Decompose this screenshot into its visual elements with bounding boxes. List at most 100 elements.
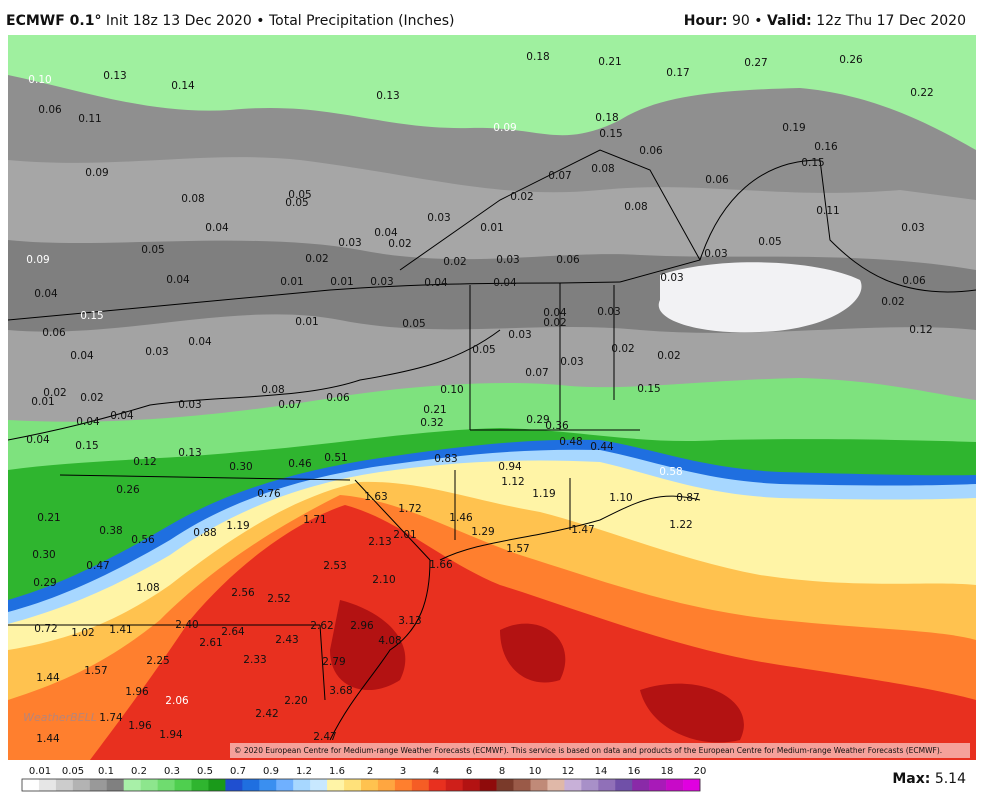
precip-value-label: 0.15 bbox=[599, 128, 622, 140]
colorbar-label: 1.2 bbox=[296, 766, 312, 777]
precip-value-label: 0.05 bbox=[141, 244, 164, 256]
precip-value-label: 1.57 bbox=[506, 543, 529, 555]
precip-value-label: 1.94 bbox=[159, 729, 183, 741]
precip-value-label: 0.04 bbox=[26, 434, 50, 446]
precip-value-label: 0.03 bbox=[660, 272, 683, 284]
precip-value-label: 0.06 bbox=[556, 254, 580, 266]
precip-value-label: 0.02 bbox=[305, 253, 328, 265]
precip-value-label: 0.04 bbox=[110, 410, 134, 422]
value-labels: 0.10 0.13 0.14 0.13 0.18 0.21 0.17 0.27 0.26 0.22… bbox=[26, 51, 933, 745]
precip-value-label: 2.52 bbox=[267, 593, 290, 605]
colorbar-label: 0.1 bbox=[98, 766, 114, 777]
precip-value-label: 0.02 bbox=[388, 238, 411, 250]
borders bbox=[8, 149, 976, 741]
precip-value-label: 0.58 bbox=[659, 466, 682, 478]
colorbar-cell bbox=[581, 779, 599, 791]
precip-value-label: 0.07 bbox=[548, 170, 571, 182]
precip-value-label: 2.96 bbox=[350, 620, 374, 632]
colorbar-frame bbox=[21, 778, 701, 792]
precip-value-label: 1.96 bbox=[128, 720, 152, 732]
precip-value-label: 2.62 bbox=[310, 620, 333, 632]
precip-value-label: 0.06 bbox=[705, 174, 729, 186]
colorbar-cell bbox=[361, 779, 379, 791]
separator: • bbox=[256, 13, 264, 29]
precip-value-label: 0.08 bbox=[591, 163, 614, 175]
precip-value-label: 0.05 bbox=[285, 197, 308, 209]
precip-value-label: 0.21 bbox=[37, 512, 60, 524]
colorbar-cell bbox=[276, 779, 294, 791]
colorbar-cell bbox=[344, 779, 362, 791]
precip-value-label: 0.02 bbox=[510, 191, 533, 203]
precip-value-label: 2.43 bbox=[275, 634, 298, 646]
title-header: ECMWF 0.1° Init 18z 13 Dec 2020 • Total … bbox=[6, 13, 454, 29]
precip-value-label: 2.42 bbox=[255, 708, 278, 720]
precip-value-label: 0.02 bbox=[881, 296, 904, 308]
colorbar-cell bbox=[140, 779, 158, 791]
precip-value-label: 0.04 bbox=[70, 350, 94, 362]
precip-value-label: 0.04 bbox=[188, 336, 212, 348]
precip-value-label: 0.03 bbox=[597, 306, 620, 318]
colorbar-cell bbox=[38, 779, 57, 791]
colorbar-cell bbox=[632, 779, 650, 791]
colorbar-cell bbox=[157, 779, 175, 791]
precip-value-label: 1.12 bbox=[501, 476, 524, 488]
colorbar-cell bbox=[293, 779, 311, 791]
colorbar-label: 8 bbox=[499, 766, 505, 777]
precip-value-label: 2.56 bbox=[231, 587, 255, 599]
valid-header: Hour: 90 • Valid: 12z Thu 17 Dec 2020 bbox=[684, 13, 966, 29]
precip-value-label: 0.13 bbox=[103, 70, 126, 82]
watermark: WeatherBELL bbox=[23, 711, 97, 724]
precip-value-label: 0.03 bbox=[427, 212, 450, 224]
precip-value-label: 0.06 bbox=[902, 275, 926, 287]
precip-value-label: 0.12 bbox=[909, 324, 932, 336]
valid-label: Valid: bbox=[767, 13, 812, 29]
precip-value-label: 0.01 bbox=[480, 222, 503, 234]
precip-value-label: 0.08 bbox=[624, 201, 647, 213]
precip-value-label: 1.44 bbox=[36, 672, 60, 684]
colorbar-cell bbox=[72, 779, 91, 791]
colorbar-label: 0.3 bbox=[164, 766, 180, 777]
precip-value-label: 2.64 bbox=[221, 626, 245, 638]
precip-value-label: 0.04 bbox=[76, 416, 100, 428]
colorbar: 0.01 0.05 0.1 0.2 0.3 0.5 0.7 0.9 1.2 1.6 2 3 4 6 8 10 1… bbox=[21, 766, 706, 792]
precip-value-label: 0.04 bbox=[374, 227, 398, 239]
precip-value-label: 0.83 bbox=[434, 453, 457, 465]
precip-value-label: 1.29 bbox=[471, 526, 494, 538]
colorbar-cell bbox=[191, 779, 209, 791]
precip-value-label: 0.76 bbox=[257, 488, 281, 500]
precip-value-label: 0.12 bbox=[133, 456, 156, 468]
credit-box bbox=[230, 743, 970, 758]
colorbar-cell bbox=[259, 779, 277, 791]
precip-value-label: 0.47 bbox=[86, 560, 109, 572]
precip-value-label: 3.68 bbox=[329, 685, 352, 697]
valid-value: 12z Thu 17 Dec 2020 bbox=[816, 13, 966, 29]
precip-value-label: 0.09 bbox=[85, 167, 108, 179]
colorbar-cell bbox=[462, 779, 480, 791]
precip-value-label: 0.08 bbox=[261, 384, 284, 396]
precip-value-label: 1.19 bbox=[532, 488, 555, 500]
colorbar-cell bbox=[445, 779, 463, 791]
precip-value-label: 0.13 bbox=[376, 90, 399, 102]
precip-value-label: 0.02 bbox=[543, 317, 566, 329]
precip-value-label: 0.29 bbox=[33, 577, 56, 589]
colorbar-label: 1.6 bbox=[329, 766, 345, 777]
colorbar-cell bbox=[479, 779, 497, 791]
hour-value: 90 bbox=[732, 13, 750, 29]
precip-value-label: 0.07 bbox=[525, 367, 548, 379]
colorbar-label: 0.5 bbox=[197, 766, 213, 777]
colorbar-cell bbox=[225, 779, 243, 791]
precip-value-label: 0.08 bbox=[181, 193, 204, 205]
precip-value-label: 0.01 bbox=[280, 276, 303, 288]
colorbar-label: 3 bbox=[400, 766, 406, 777]
precip-value-label: 0.17 bbox=[666, 67, 689, 79]
colorbar-cell bbox=[242, 779, 260, 791]
precip-value-label: 0.18 bbox=[595, 112, 618, 124]
precip-value-label: 0.04 bbox=[205, 222, 229, 234]
precip-value-label: 2.06 bbox=[165, 695, 189, 707]
precip-value-label: 0.30 bbox=[229, 461, 252, 473]
colorbar-cell bbox=[174, 779, 192, 791]
precip-value-label: 0.01 bbox=[295, 316, 318, 328]
colorbar-cell bbox=[22, 779, 40, 791]
precip-value-label: 0.05 bbox=[288, 189, 311, 201]
